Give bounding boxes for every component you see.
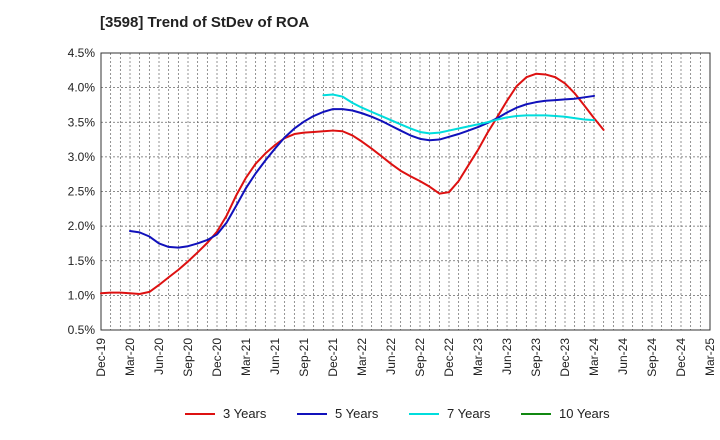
legend-label: 7 Years xyxy=(447,406,491,421)
x-tick-label: Jun-22 xyxy=(384,338,398,375)
legend-label: 3 Years xyxy=(223,406,267,421)
series-line-7-years xyxy=(322,93,595,135)
y-axis-ticks: 4.5% 4.0% 3.5% 3.0% 2.5% 2.0% 1.5% 1.0% 0.5% xyxy=(68,46,96,337)
x-axis-ticks: Dec-19 Mar-20 Jun-20 Sep-20 Dec-20 Mar-21 Jun-… xyxy=(94,338,717,377)
y-tick-label: 1.5% xyxy=(68,254,96,268)
y-tick-label: 4.5% xyxy=(68,46,96,60)
x-tick-label: Dec-19 xyxy=(94,338,108,377)
y-tick-label: 4.0% xyxy=(68,81,96,95)
x-tick-label: Jun-20 xyxy=(152,338,166,375)
x-tick-label: Sep-23 xyxy=(529,338,543,377)
x-tick-label: Dec-21 xyxy=(326,338,340,377)
x-tick-label: Sep-22 xyxy=(413,338,427,377)
x-tick-label: Jun-24 xyxy=(616,338,630,375)
series-lines xyxy=(100,72,605,295)
x-tick-label: Mar-24 xyxy=(587,338,601,376)
x-tick-label: Dec-24 xyxy=(674,338,688,377)
x-tick-label: Mar-21 xyxy=(239,338,253,376)
legend-label: 5 Years xyxy=(335,406,379,421)
y-tick-label: 3.0% xyxy=(68,150,96,164)
x-tick-label: Mar-22 xyxy=(355,338,369,376)
y-tick-label: 3.5% xyxy=(68,115,96,129)
chart-title: [3598] Trend of StDev of ROA xyxy=(100,14,310,31)
legend: 3 Years 5 Years 7 Years 10 Years xyxy=(185,406,610,421)
series-line-3-years xyxy=(100,72,605,295)
x-tick-label: Sep-20 xyxy=(181,338,195,377)
x-tick-label: Dec-22 xyxy=(442,338,456,377)
grid-lines xyxy=(101,53,710,330)
x-tick-label: Sep-24 xyxy=(645,338,659,377)
x-tick-label: Jun-23 xyxy=(500,338,514,375)
x-tick-label: Mar-23 xyxy=(471,338,485,376)
y-tick-label: 2.5% xyxy=(68,185,96,199)
x-tick-label: Jun-21 xyxy=(268,338,282,375)
y-tick-label: 1.0% xyxy=(68,288,96,302)
series-line-5-years xyxy=(129,94,595,249)
y-tick-label: 0.5% xyxy=(68,323,96,337)
legend-label: 10 Years xyxy=(559,406,610,421)
x-tick-label: Mar-25 xyxy=(703,338,717,376)
x-tick-label: Dec-23 xyxy=(558,338,572,377)
x-tick-label: Mar-20 xyxy=(123,338,137,376)
x-tick-label: Sep-21 xyxy=(297,338,311,377)
plot-frame xyxy=(100,52,711,331)
y-tick-label: 2.0% xyxy=(68,219,96,233)
x-tick-label: Dec-20 xyxy=(210,338,224,377)
